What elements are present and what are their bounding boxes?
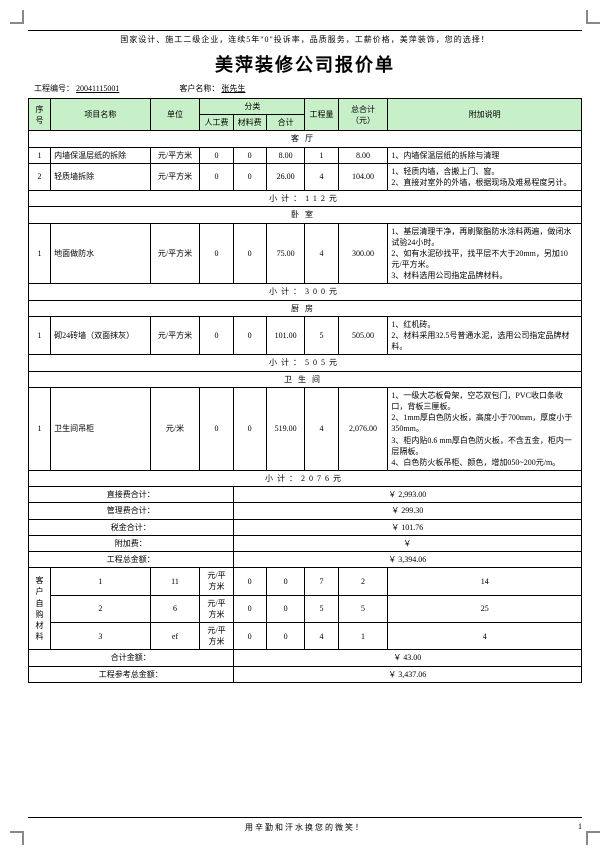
customer-material-row: 26元/平方米005525 (29, 595, 582, 622)
customer-value: 张先生 (221, 84, 245, 93)
document-title: 美萍装修公司报价单 (28, 51, 582, 77)
footer-slogan: 用辛勤和汗水换您的微笑！ (58, 822, 552, 833)
crop-mark (8, 8, 24, 24)
section-header: 客厅 (29, 131, 582, 147)
page-footer: 用辛勤和汗水换您的微笑！ 1 (28, 817, 582, 833)
project-no-value: 20041115001 (76, 84, 119, 93)
table-row: 1内墙保温层纸的拆除元/平方米008.0018.001、内墙保温层纸的拆除与清理 (29, 147, 582, 163)
quote-table: 序号 项目名称 单位 分类 工程量 总合计（元） 附加说明 人工费 材料费 合计… (28, 98, 582, 683)
summary-row: 直接费合计：￥ 2,993.00 (29, 487, 582, 503)
crop-mark (586, 831, 602, 847)
table-row: 2轻质墙拆除元/平方米0026.004104.001、轻质内墙，含搬上门、窗。2… (29, 163, 582, 190)
col-seq: 序号 (29, 99, 51, 131)
crop-mark (8, 831, 24, 847)
section-header: 厨房 (29, 300, 582, 316)
project-no-label: 工程编号： (34, 84, 74, 93)
customer-material-row: 客户自购材料111元/平方米007214 (29, 568, 582, 595)
trailer-row: 工程参考总金额：￥ 3,437.06 (29, 666, 582, 682)
subtotal-row: 小计：300元 (29, 284, 582, 300)
subtotal-row: 小计：112元 (29, 191, 582, 207)
crop-mark (586, 8, 602, 24)
table-row: 1卫生间吊柜元/米00519.0042,076.001、一级大芯板骨架，空芯双包… (29, 387, 582, 470)
page-number: 1 (552, 822, 582, 833)
col-total: 总合计（元） (338, 99, 388, 131)
trailer-row: 合计金额：￥ 43.00 (29, 650, 582, 666)
col-material: 材料费 (233, 115, 266, 131)
table-row: 1砌24砖墙（双面抹灰）元/平方米00101.005505.001、红机砖。2、… (29, 316, 582, 355)
section-header: 卫生间 (29, 371, 582, 387)
subtotal-row: 小计：2076元 (29, 471, 582, 487)
col-sum: 合计 (266, 115, 305, 131)
info-row: 工程编号： 20041115001 客户名称： 张先生 (28, 83, 582, 94)
section-header: 卧室 (29, 207, 582, 223)
tagline: 国家设计、施工二级企业，连续5年"0"投诉率，品质服务，工薪价格，美萍装饰，您的… (28, 34, 582, 45)
col-unit: 单位 (150, 99, 200, 131)
subtotal-row: 小计：505元 (29, 355, 582, 371)
table-row: 1地面做防水元/平方米0075.004300.001、基层清理干净，再刷聚酯防水… (29, 223, 582, 284)
summary-row: 附加费：￥ (29, 535, 582, 551)
col-category: 分类 (200, 99, 305, 115)
summary-row: 工程总金额：￥ 3,394.06 (29, 552, 582, 568)
customer-materials-label: 客户自购材料 (29, 568, 51, 650)
summary-row: 管理费合计：￥ 299.30 (29, 503, 582, 519)
customer-label: 客户名称： (179, 84, 219, 93)
col-qty: 工程量 (305, 99, 338, 131)
col-item: 项目名称 (51, 99, 151, 131)
header-rule (28, 30, 582, 31)
document-page: 国家设计、施工二级企业，连续5年"0"投诉率，品质服务，工薪价格，美萍装饰，您的… (0, 0, 610, 855)
summary-row: 税金合计：￥ 101.76 (29, 519, 582, 535)
col-remark: 附加说明 (388, 99, 582, 131)
col-labor: 人工费 (200, 115, 233, 131)
customer-material-row: 3ef元/平方米00414 (29, 622, 582, 649)
